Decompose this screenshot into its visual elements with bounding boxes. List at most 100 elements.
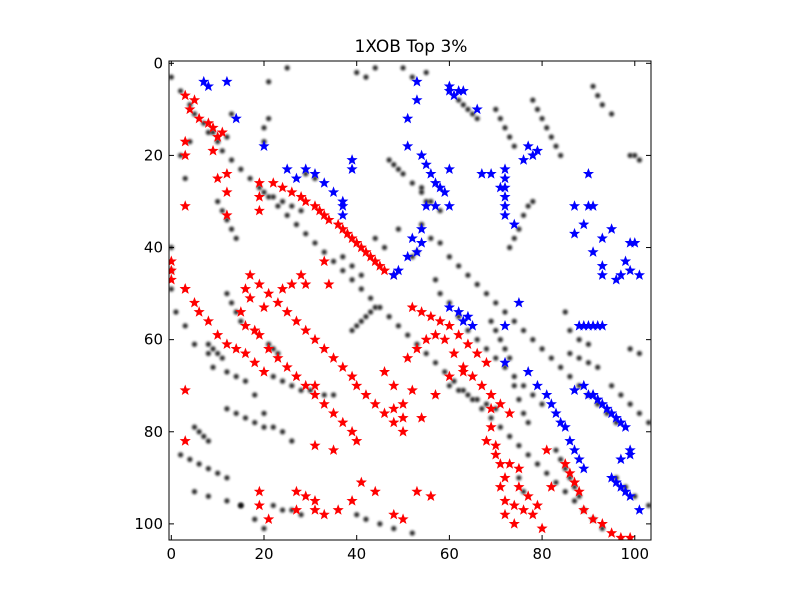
contact-point bbox=[289, 438, 295, 444]
lower-triangle-marker bbox=[596, 269, 608, 280]
lower-triangle-marker bbox=[568, 227, 581, 239]
upper-triangle-marker bbox=[179, 89, 191, 101]
lower-triangle-marker bbox=[346, 163, 358, 174]
contact-point bbox=[224, 406, 230, 412]
lower-triangle-marker bbox=[596, 232, 608, 244]
upper-triangle-marker bbox=[300, 324, 312, 336]
lower-triangle-marker bbox=[568, 200, 581, 211]
contact-point bbox=[205, 493, 211, 499]
contact-point bbox=[238, 502, 244, 509]
upper-triangle-marker bbox=[346, 494, 358, 506]
upper-triangle-marker bbox=[221, 338, 233, 349]
upper-triangle-marker bbox=[276, 283, 289, 294]
contact-point bbox=[418, 189, 425, 195]
contact-point bbox=[474, 396, 480, 403]
upper-triangle-marker bbox=[295, 269, 307, 280]
lower-triangle-marker bbox=[429, 200, 442, 211]
y-tick-label: 60 bbox=[144, 331, 163, 349]
upper-marker-layer bbox=[169, 89, 636, 540]
lower-triangle-marker bbox=[411, 94, 423, 105]
lower-triangle-marker bbox=[517, 154, 530, 165]
upper-triangle-marker bbox=[290, 315, 303, 326]
contact-point bbox=[636, 410, 643, 416]
contact-point bbox=[228, 226, 235, 232]
upper-triangle-marker bbox=[434, 315, 446, 326]
contact-point bbox=[539, 401, 545, 407]
contact-point bbox=[595, 364, 601, 370]
plot-area-background bbox=[169, 61, 651, 540]
lower-triangle-marker bbox=[346, 154, 358, 165]
upper-triangle-marker bbox=[378, 264, 391, 276]
contact-point bbox=[562, 489, 568, 495]
contact-point bbox=[224, 475, 230, 481]
upper-triangle-marker bbox=[309, 389, 321, 400]
lower-triangle-marker bbox=[615, 453, 627, 465]
upper-triangle-marker bbox=[249, 324, 261, 336]
upper-triangle-marker bbox=[253, 329, 265, 340]
upper-triangle-marker bbox=[244, 292, 256, 303]
upper-triangle-marker bbox=[420, 333, 432, 345]
contact-point bbox=[539, 115, 545, 122]
contact-point bbox=[284, 212, 290, 218]
upper-triangle-marker bbox=[202, 117, 214, 128]
lower-triangle-marker bbox=[522, 366, 534, 377]
contact-point bbox=[442, 369, 448, 375]
upper-triangle-marker bbox=[239, 347, 252, 359]
contact-point bbox=[372, 235, 378, 241]
contact-point bbox=[520, 212, 527, 218]
upper-triangle-marker bbox=[332, 218, 344, 230]
contact-point bbox=[483, 346, 490, 352]
contact-point bbox=[395, 226, 402, 232]
upper-triangle-marker bbox=[253, 204, 265, 216]
lower-triangle-marker bbox=[429, 177, 442, 188]
upper-triangle-marker bbox=[169, 264, 177, 276]
lower-triangle-marker bbox=[619, 255, 632, 267]
upper-triangle-marker bbox=[355, 241, 367, 253]
contact-point bbox=[252, 516, 258, 522]
contact-point bbox=[520, 383, 527, 389]
contact-point bbox=[525, 452, 531, 458]
contact-point bbox=[497, 424, 503, 430]
upper-triangle-marker bbox=[499, 508, 511, 520]
upper-triangle-marker bbox=[276, 181, 289, 193]
upper-triangle-marker bbox=[272, 352, 284, 363]
lower-triangle-marker bbox=[471, 103, 483, 115]
upper-triangle-marker bbox=[235, 306, 247, 317]
upper-triangle-marker bbox=[184, 103, 196, 115]
contact-point bbox=[233, 410, 239, 416]
contact-point bbox=[516, 475, 522, 481]
lower-triangle-marker bbox=[434, 181, 446, 193]
lower-triangle-marker bbox=[318, 177, 330, 188]
upper-triangle-marker bbox=[365, 250, 377, 262]
lower-triangle-marker bbox=[499, 356, 511, 368]
contact-point bbox=[205, 350, 211, 357]
upper-triangle-marker bbox=[239, 283, 252, 294]
upper-triangle-marker bbox=[429, 329, 442, 340]
upper-triangle-marker bbox=[221, 209, 233, 221]
contact-point bbox=[349, 277, 355, 283]
contact-point bbox=[275, 203, 281, 209]
upper-triangle-marker bbox=[221, 167, 233, 179]
contact-point bbox=[530, 337, 536, 343]
contact-point bbox=[493, 106, 499, 112]
lower-triangle-marker bbox=[513, 296, 525, 308]
upper-triangle-marker bbox=[253, 278, 265, 290]
upper-triangle-marker bbox=[341, 227, 354, 239]
lower-triangle-marker bbox=[290, 172, 303, 184]
contact-point bbox=[233, 235, 239, 241]
contact-point bbox=[502, 346, 508, 352]
upper-triangle-marker bbox=[606, 527, 618, 538]
upper-triangle-marker bbox=[517, 504, 530, 515]
lower-triangle-marker bbox=[596, 398, 608, 409]
contact-point bbox=[488, 318, 494, 324]
contact-point bbox=[558, 456, 564, 462]
upper-triangle-marker bbox=[300, 195, 312, 207]
contact-point bbox=[372, 65, 378, 71]
contact-point bbox=[432, 360, 439, 366]
contact-point bbox=[409, 530, 415, 536]
contact-point bbox=[497, 115, 503, 122]
upper-triangle-marker bbox=[309, 333, 321, 345]
contact-point bbox=[488, 415, 494, 421]
upper-triangle-marker bbox=[281, 361, 293, 373]
contact-point bbox=[330, 392, 337, 398]
